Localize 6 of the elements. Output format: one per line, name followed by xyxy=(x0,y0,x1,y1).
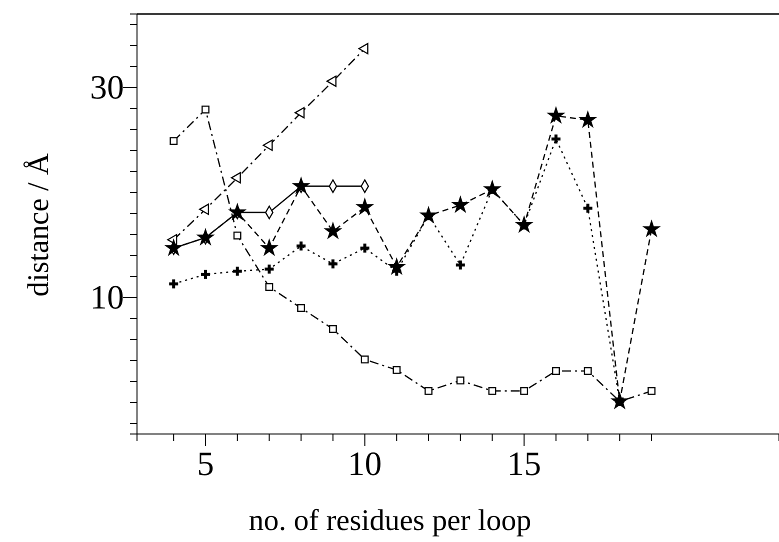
x-tick-label: 10 xyxy=(348,446,382,484)
y-axis-title: distance / Å xyxy=(22,153,55,297)
y-tick-label: 30 xyxy=(90,69,124,106)
x-axis-title: no. of residues per loop xyxy=(248,504,532,537)
x-tick-label: 15 xyxy=(507,446,542,484)
x-tick-label: 5 xyxy=(197,446,214,484)
